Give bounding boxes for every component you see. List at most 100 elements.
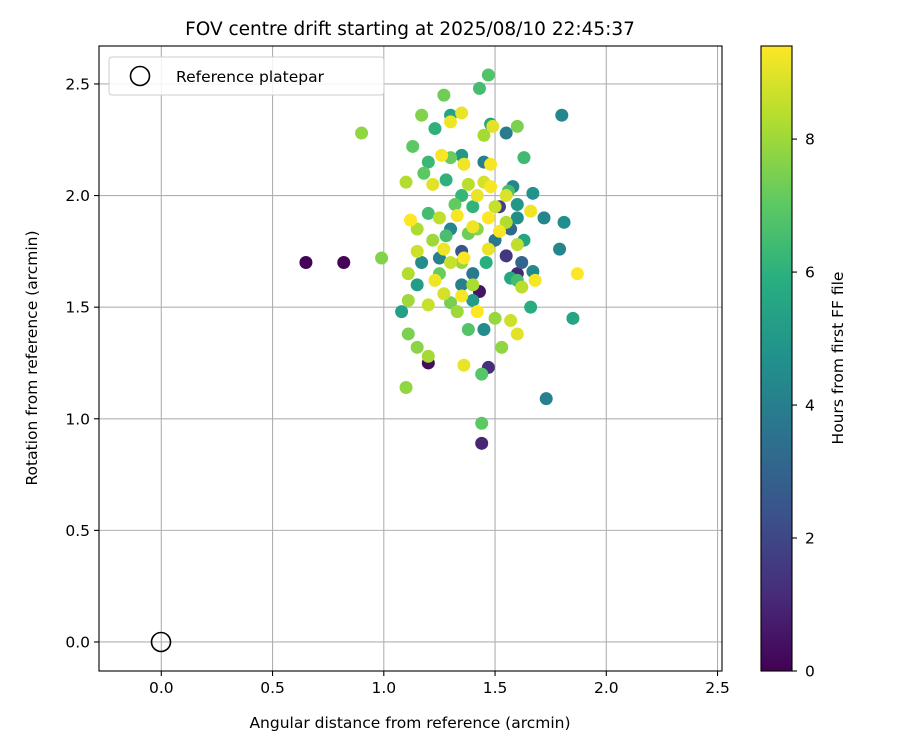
data-point (421, 206, 435, 220)
data-point (517, 151, 531, 165)
x-tick-label: 1.0 (371, 679, 396, 697)
data-point (457, 358, 471, 372)
data-point (399, 175, 413, 189)
data-point (510, 327, 524, 341)
data-point (570, 267, 584, 281)
data-point (481, 211, 495, 225)
data-point (337, 256, 351, 270)
data-point (444, 115, 458, 129)
data-point (470, 189, 484, 203)
data-point (499, 126, 513, 140)
legend-label: Reference platepar (176, 68, 325, 86)
x-tick-label: 2.0 (594, 679, 619, 697)
x-tick-label: 2.5 (705, 679, 730, 697)
data-point (477, 322, 491, 336)
data-point (484, 157, 498, 171)
data-point (426, 177, 440, 191)
data-point (455, 289, 469, 303)
colorbar-tick-label: 0 (805, 663, 815, 681)
colorbar-ticks: 0 2 4 6 8 (792, 131, 815, 681)
data-point (450, 305, 464, 319)
data-point (457, 251, 471, 265)
data-point (401, 327, 415, 341)
data-point (488, 200, 502, 214)
data-point (526, 186, 540, 200)
x-tick-label: 0.5 (260, 679, 285, 697)
x-tick-label: 0.0 (149, 679, 174, 697)
data-point (404, 213, 417, 227)
data-point (450, 209, 464, 223)
axis-ticks: 0.0 0.5 1.0 1.5 2.0 2.5 0.0 0.5 1.0 1.5 2.0 2.5 (65, 75, 730, 697)
data-point (466, 293, 480, 307)
data-point (421, 298, 435, 312)
data-point (401, 293, 415, 307)
x-tick-label: 1.5 (483, 679, 508, 697)
data-point (437, 242, 451, 256)
data-point (510, 238, 524, 252)
x-axis-label: Angular distance from reference (arcmin) (249, 714, 570, 732)
grid-lines (99, 46, 722, 671)
data-point (499, 189, 513, 203)
data-point (401, 267, 415, 281)
data-point (510, 197, 524, 211)
legend-marker (129, 65, 151, 87)
data-point (410, 278, 424, 292)
data-point (428, 122, 442, 136)
data-point (428, 273, 442, 287)
data-point (481, 242, 495, 256)
y-tick-label: 0.0 (65, 633, 90, 651)
data-point (421, 349, 435, 363)
data-point (466, 267, 480, 281)
plot-frame (98, 45, 723, 672)
data-point (524, 300, 538, 314)
data-point (504, 314, 518, 328)
data-point (528, 273, 542, 287)
data-point (444, 256, 458, 270)
y-tick-label: 1.0 (65, 410, 90, 428)
data-point (439, 229, 453, 243)
data-point (399, 381, 413, 395)
data-point (444, 296, 458, 310)
data-point (461, 177, 475, 191)
data-point (472, 81, 486, 95)
data-point (299, 256, 313, 270)
data-point (437, 287, 451, 301)
colorbar-tick-label: 6 (805, 264, 815, 282)
y-tick-label: 2.5 (65, 75, 90, 93)
data-point (475, 367, 489, 381)
data-point (455, 278, 469, 292)
colorbar-gradient (760, 45, 793, 672)
data-point (455, 106, 469, 120)
data-point (479, 256, 493, 270)
colorbar-tick-label: 4 (805, 397, 815, 415)
data-point (475, 436, 489, 450)
colorbar: 0 2 4 6 8 Hours from first FF file (760, 45, 847, 681)
data-point (466, 200, 480, 214)
data-point (515, 280, 529, 294)
data-point (539, 392, 553, 406)
data-point (499, 215, 513, 229)
data-point (437, 88, 451, 102)
data-point (484, 180, 498, 194)
y-axis-label: Rotation from reference (arcmin) (23, 230, 41, 485)
y-tick-label: 2.0 (65, 187, 90, 205)
data-point (415, 256, 429, 270)
y-tick-label: 1.5 (65, 299, 90, 317)
data-point (475, 416, 489, 430)
data-point (466, 278, 480, 292)
data-point (470, 305, 484, 319)
data-point (457, 157, 471, 171)
data-point (439, 173, 453, 187)
data-point (410, 222, 424, 236)
data-point (410, 340, 424, 354)
data-point (486, 119, 500, 133)
data-point (426, 233, 440, 247)
data-point (557, 215, 571, 229)
data-point (553, 242, 567, 256)
data-point (488, 311, 502, 325)
chart-title: FOV centre drift starting at 2025/08/10 … (185, 19, 635, 40)
colorbar-tick-label: 8 (805, 131, 815, 149)
data-points (299, 68, 584, 450)
colorbar-label: Hours from first FF file (829, 272, 847, 445)
